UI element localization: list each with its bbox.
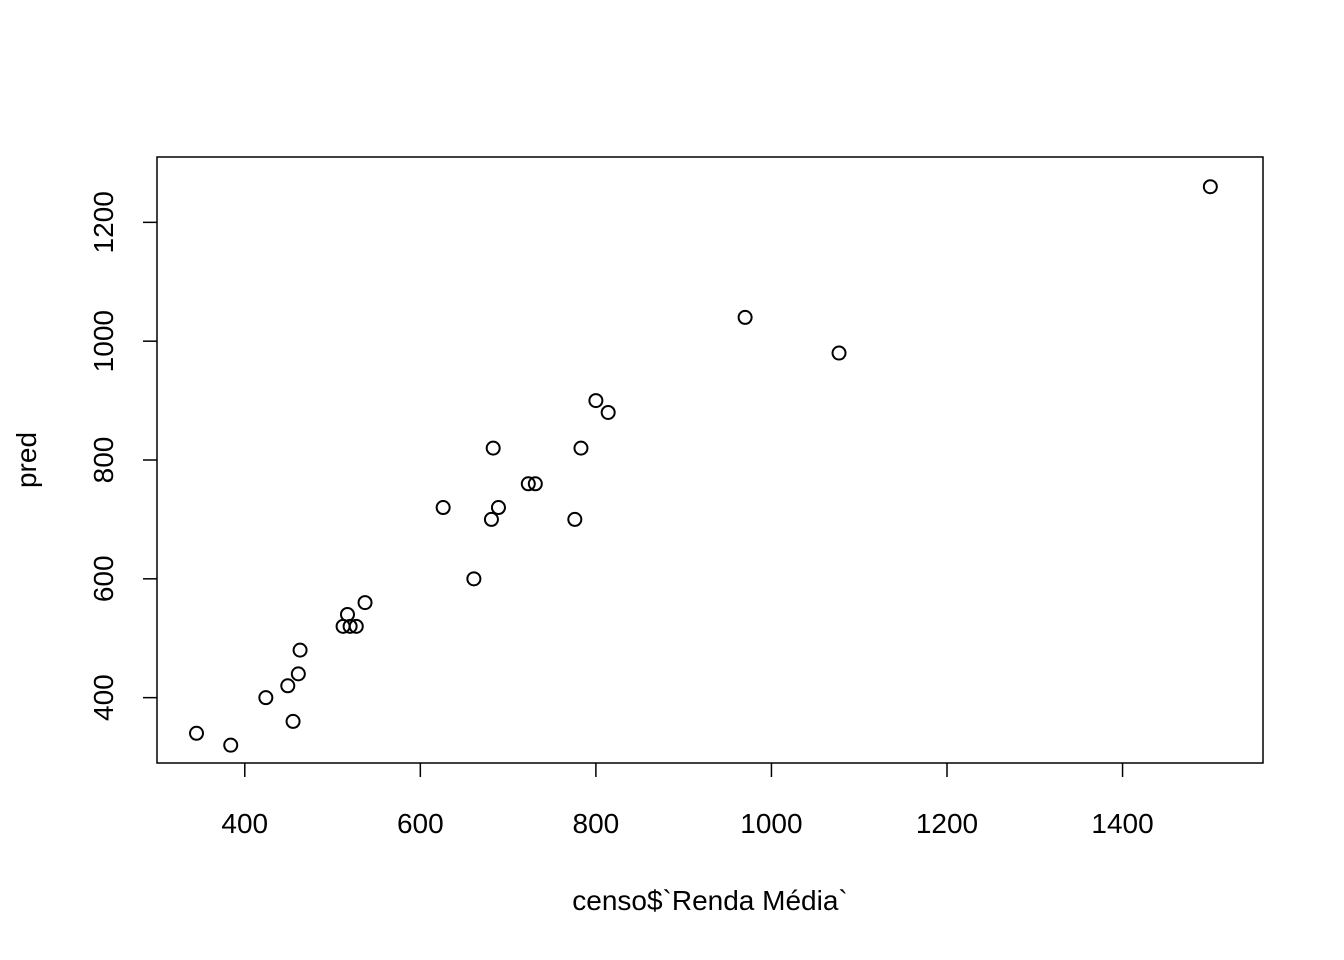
y-tick-label: 600 (88, 555, 119, 602)
x-axis-title: censo$`Renda Média` (572, 885, 848, 916)
data-point (290, 666, 306, 682)
data-point (483, 511, 499, 527)
data-point (831, 345, 847, 361)
data-point (485, 440, 501, 456)
x-tick-label: 800 (573, 808, 620, 839)
y-axis-title: pred (11, 432, 42, 488)
data-points (189, 179, 1218, 753)
data-point (466, 571, 482, 587)
data-point (573, 440, 589, 456)
y-tick-label: 1200 (88, 191, 119, 253)
data-point (342, 618, 358, 634)
y-axis: 400 600 800 1000 1200 (88, 191, 157, 721)
data-point (339, 606, 355, 622)
x-tick-label: 1200 (916, 808, 978, 839)
data-point (189, 725, 204, 741)
plot-frame (156, 156, 1264, 764)
x-axis: 400 600 800 1000 1200 1400 (221, 763, 1154, 839)
data-point (527, 476, 543, 492)
y-tick-label: 800 (88, 437, 119, 484)
data-point (348, 618, 364, 634)
data-point (1202, 179, 1218, 195)
data-point (490, 500, 506, 516)
x-tick-label: 1400 (1091, 808, 1153, 839)
data-point (600, 404, 616, 420)
data-point (285, 713, 301, 729)
x-tick-label: 1000 (740, 808, 802, 839)
data-point (258, 690, 274, 706)
data-point (737, 309, 753, 325)
data-point (435, 500, 451, 516)
data-point (223, 737, 239, 753)
data-point (567, 511, 583, 527)
y-tick-label: 1000 (88, 310, 119, 372)
x-tick-label: 600 (397, 808, 444, 839)
x-tick-label: 400 (221, 808, 268, 839)
data-point (280, 678, 296, 694)
y-tick-label: 400 (88, 674, 119, 721)
data-point (292, 642, 308, 658)
data-point (357, 595, 373, 611)
data-point (520, 476, 536, 492)
data-point (588, 393, 604, 409)
